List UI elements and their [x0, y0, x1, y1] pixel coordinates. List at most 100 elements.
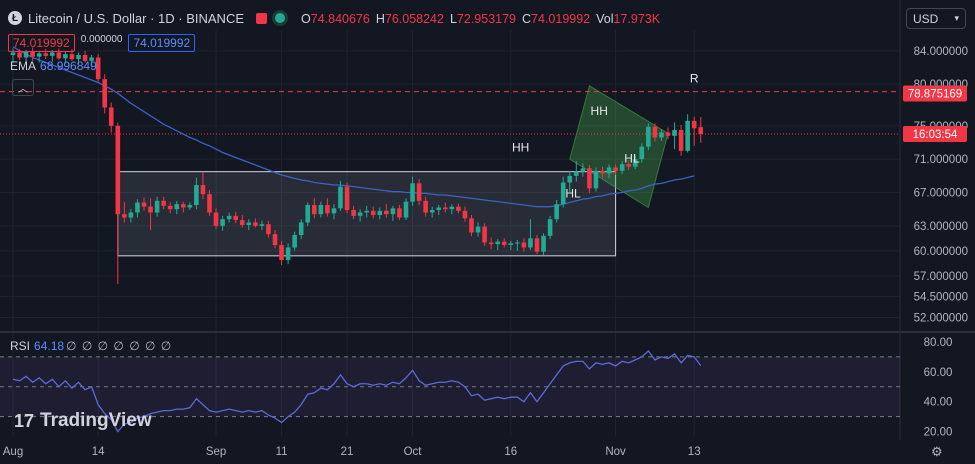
candle-body: [619, 164, 625, 171]
candle-body: [266, 224, 271, 235]
ohlc-key: C: [522, 11, 532, 26]
candle-body: [108, 107, 114, 126]
y-tick-label: 63.000000: [914, 221, 968, 233]
candle-body: [102, 79, 107, 108]
candle-body: [233, 215, 238, 220]
ohlc-h: H76.058242: [376, 12, 444, 26]
y-tick-label: 67.000000: [914, 188, 968, 200]
alert-icon[interactable]: [256, 12, 268, 24]
ema-legend[interactable]: EMA 68.996849: [10, 59, 97, 73]
candle-body: [377, 210, 383, 215]
candle-body: [351, 210, 356, 216]
candle-body: [298, 222, 304, 235]
candle-body: [187, 205, 193, 208]
candle-body: [122, 214, 127, 218]
candle-body: [639, 146, 645, 160]
candle-body: [272, 234, 278, 245]
annotation-hl: HL: [565, 187, 581, 201]
candle-body: [167, 205, 173, 210]
candle-body: [43, 53, 49, 56]
candle-body: [17, 52, 22, 58]
ohlc-value: 74.840676: [310, 11, 370, 26]
candle-body: [410, 183, 415, 202]
candle-body: [652, 126, 658, 138]
bid-price-box[interactable]: 74.019992: [8, 34, 75, 52]
candle-body: [429, 210, 435, 213]
y-tick-label: 60.000000: [914, 246, 968, 258]
candle-body: [390, 208, 396, 215]
candle-body: [547, 219, 553, 236]
rsi-y-tick-label: 40.00: [924, 397, 953, 409]
candle-body: [659, 132, 664, 138]
candle-body: [508, 243, 514, 245]
candle-body: [174, 204, 180, 210]
candle-body: [220, 219, 225, 226]
candle-body: [141, 202, 147, 207]
candle-body: [462, 210, 468, 219]
candle-body: [344, 186, 350, 210]
ohlc-value: 17.973K: [613, 11, 661, 26]
symbol-title[interactable]: Litecoin / U.S. Dollar · 1D · BINANCE: [28, 10, 245, 26]
candle-body: [239, 220, 245, 225]
x-tick-label: 13: [688, 446, 701, 458]
candle-body: [443, 207, 448, 210]
ask-price-box[interactable]: 74.019992: [128, 34, 196, 52]
candle-body: [312, 205, 317, 215]
candle-body: [606, 167, 612, 174]
ohlc-key: H: [375, 11, 385, 26]
candle-body: [397, 208, 402, 218]
candle-body: [632, 159, 638, 167]
ema-label: EMA: [10, 59, 37, 73]
candle-body: [63, 54, 68, 59]
ohlc-value: 76.058242: [384, 11, 444, 26]
x-tick-label: Nov: [605, 446, 626, 458]
candle-body: [36, 53, 42, 57]
x-tick-label: 11: [276, 446, 288, 458]
candle-body: [587, 168, 592, 189]
currency-select[interactable]: USD ▾: [906, 8, 966, 29]
y-tick-label: 52.000000: [914, 313, 968, 325]
brand-name: TradingView: [40, 410, 152, 431]
candle-body: [626, 164, 631, 167]
rsi-y-tick-label: 20.00: [924, 427, 953, 439]
price-label-bg: [903, 85, 967, 102]
candle-body: [95, 57, 101, 80]
collapse-legend-icon[interactable]: ︿: [12, 79, 34, 96]
candle-body: [331, 208, 337, 214]
candle-body: [384, 210, 389, 215]
ohlc-l: L72.953179: [450, 12, 516, 26]
candle-body: [253, 222, 258, 226]
price-boxes: 74.019992 0.000000 74.019992: [8, 34, 196, 52]
x-tick-label: 16: [504, 446, 517, 458]
candle-body: [69, 54, 75, 60]
price-label-bg: [903, 126, 967, 143]
candle-body: [678, 130, 684, 151]
market-status-icon[interactable]: [275, 13, 286, 23]
candle-body: [436, 207, 442, 210]
settings-icon[interactable]: ⚙: [931, 444, 943, 459]
y-tick-label: 84.000000: [914, 46, 968, 58]
annotation-hh: HH: [591, 104, 608, 118]
candle-body: [207, 194, 212, 213]
candle-body: [416, 183, 422, 201]
candle-body: [521, 242, 527, 248]
candle-body: [488, 242, 494, 245]
candle-body: [554, 204, 559, 220]
y-tick-label: 54.500000: [914, 292, 968, 304]
litecoin-icon: Ł: [8, 11, 22, 25]
candle-body: [646, 126, 651, 147]
candle-body: [115, 125, 121, 215]
candle-body: [135, 202, 140, 213]
candle-body: [213, 212, 219, 226]
candle-body: [50, 52, 55, 56]
rsi-line: [12, 349, 702, 433]
candle-body: [600, 170, 605, 174]
candle-body: [501, 241, 507, 245]
candle-body: [154, 200, 160, 213]
ema-line: [12, 46, 695, 208]
rsi-legend[interactable]: RSI 64.18 ∅ ∅ ∅ ∅ ∅ ∅ ∅: [10, 339, 172, 353]
tradingview-icon: 17: [14, 410, 35, 431]
candle-body: [161, 200, 166, 206]
candle-body: [82, 55, 88, 61]
